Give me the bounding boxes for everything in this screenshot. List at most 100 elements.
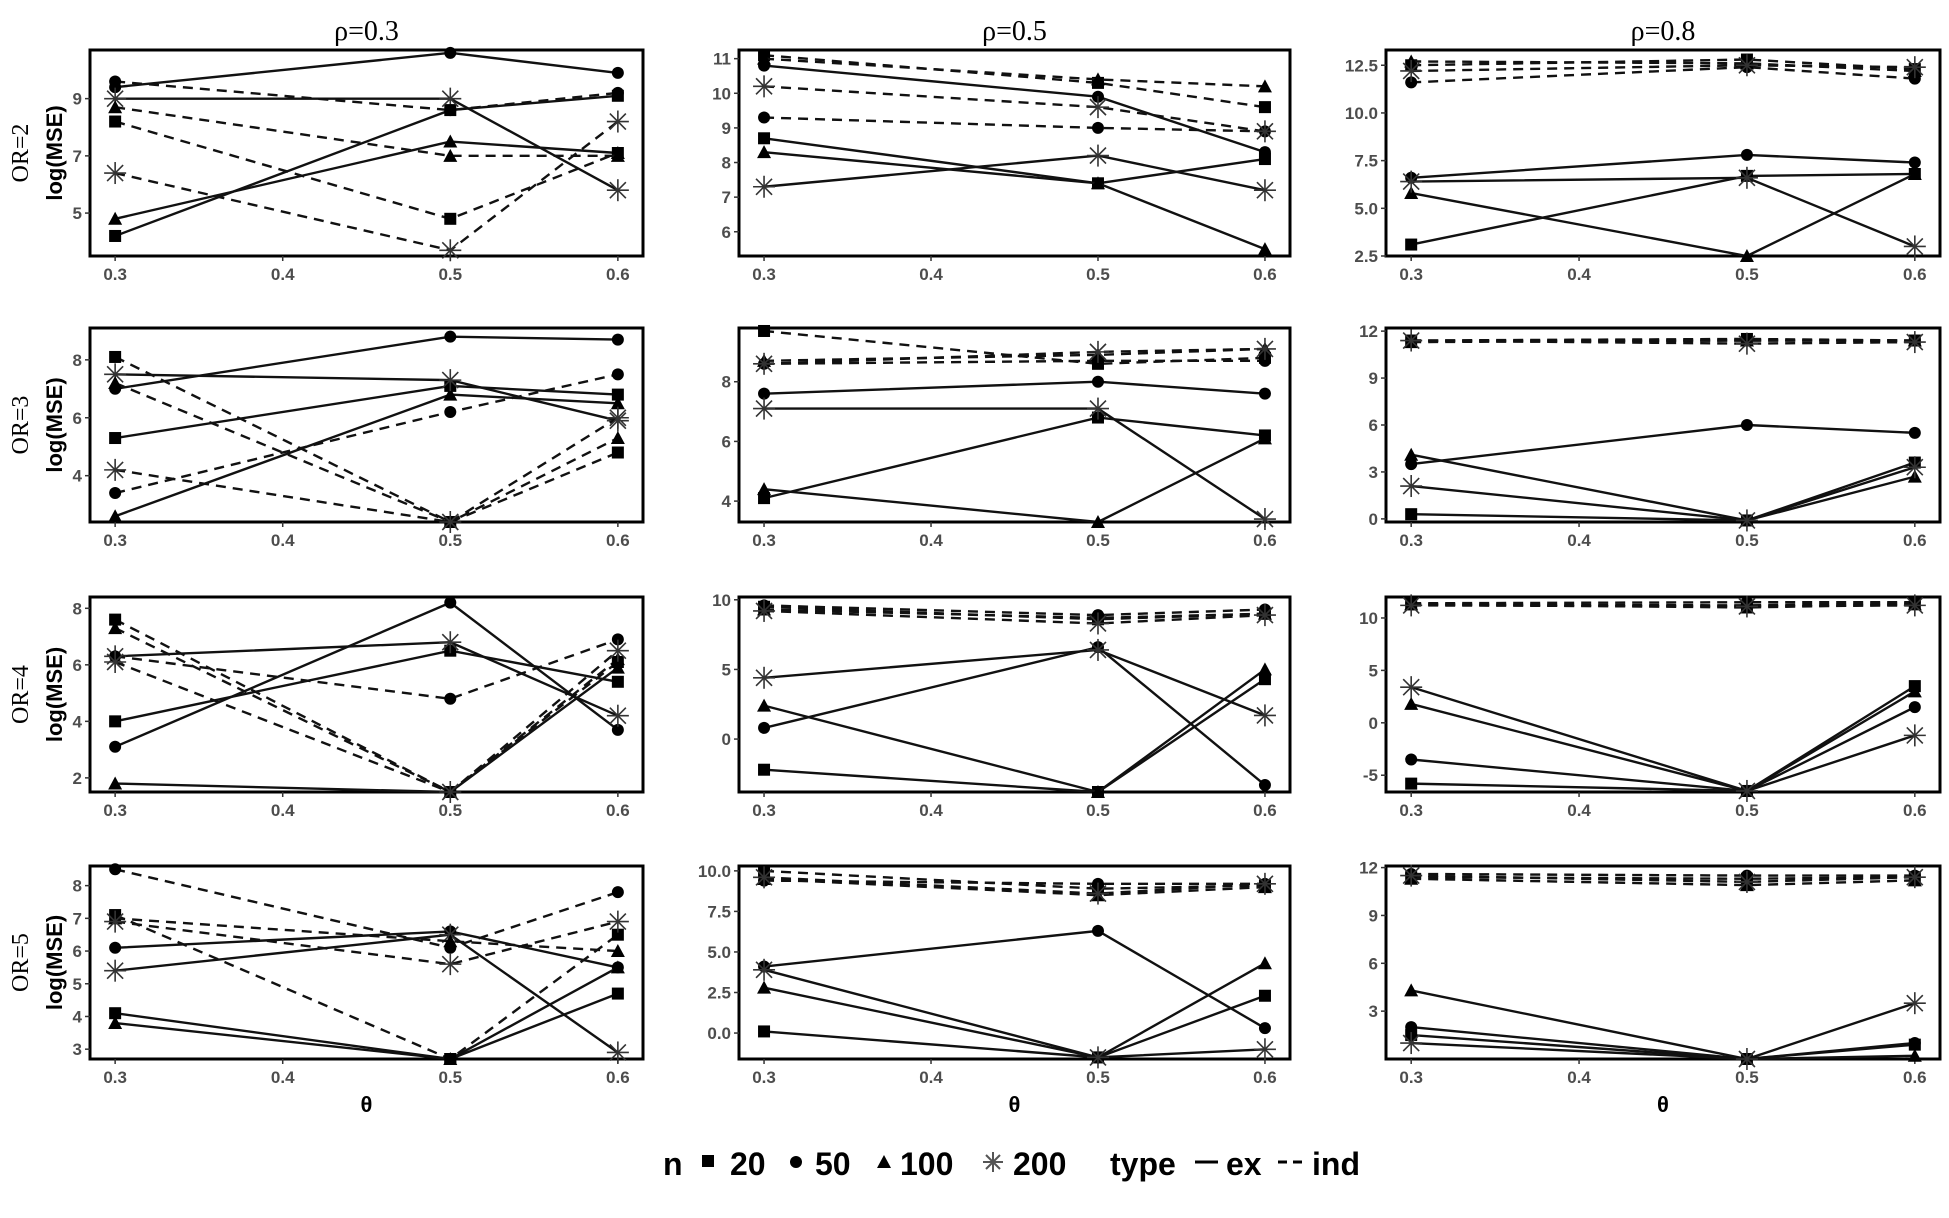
y-tick-label: 10.0 xyxy=(698,862,731,881)
x-tick-label: 0.6 xyxy=(606,265,630,284)
asterisk-stroke xyxy=(1738,1050,1756,1068)
series-n100-ex xyxy=(757,145,1272,256)
asterisk-marker xyxy=(1735,595,1758,618)
series-n50-ex xyxy=(758,375,1271,400)
triangle-marker xyxy=(108,509,123,523)
circle-marker xyxy=(758,387,771,400)
square-marker xyxy=(109,613,122,626)
panel-frame xyxy=(1384,864,1942,1061)
x-tick-label: 0.6 xyxy=(1903,801,1927,820)
column-title: ρ=0.5 xyxy=(982,16,1047,47)
panel-r2-c0: 0.3 0.4 0.5 0.6 2 4 6 8 xyxy=(73,595,645,820)
triangle-marker xyxy=(757,145,772,159)
asterisk-stroke xyxy=(1256,122,1274,140)
y-tick-label: 5 xyxy=(73,204,82,223)
asterisk-marker xyxy=(753,599,776,622)
asterisk-stroke xyxy=(1906,596,1924,614)
series-n200-ex xyxy=(1400,166,1926,258)
x-tick-label: 0.3 xyxy=(1399,1068,1423,1087)
y-tick-label: 3 xyxy=(1369,463,1378,482)
panel-r3-c0: 0.3 0.4 0.5 0.6 3 4 5 6 7 8 xyxy=(73,863,645,1087)
asterisk-stroke xyxy=(1906,868,1924,886)
asterisk-marker xyxy=(1253,704,1276,727)
asterisk-marker xyxy=(753,175,776,198)
x-tick-label: 0.4 xyxy=(1567,265,1591,284)
circle-marker xyxy=(611,633,624,646)
legend-n-20: 20 xyxy=(730,1146,766,1182)
x-tick-label: 0.6 xyxy=(1903,265,1927,284)
asterisk-stroke xyxy=(1402,1034,1420,1052)
square-marker xyxy=(1258,673,1271,686)
y-axis-label: log(MSE) xyxy=(42,105,67,200)
asterisk-stroke xyxy=(1906,58,1924,76)
series-line xyxy=(115,80,618,112)
series-n200-ind xyxy=(104,406,629,533)
asterisk-marker xyxy=(1735,1048,1758,1070)
circle-marker xyxy=(611,333,624,346)
square-marker xyxy=(758,1025,771,1038)
triangle-marker xyxy=(757,482,772,496)
circle-marker xyxy=(1740,148,1753,161)
asterisk-stroke xyxy=(1089,400,1107,418)
y-tick-label: 6 xyxy=(73,656,82,675)
asterisk-stroke xyxy=(1906,458,1924,476)
triangle-marker xyxy=(108,621,123,635)
y-tick-label: 2.5 xyxy=(707,984,731,1003)
y-tick-label: 7 xyxy=(722,188,731,207)
series-n200-ind xyxy=(104,910,629,976)
x-tick-label: 0.6 xyxy=(1253,1068,1277,1087)
triangle-marker xyxy=(1090,515,1105,528)
circle-marker xyxy=(1405,76,1418,89)
circle-marker xyxy=(444,596,457,609)
asterisk-stroke xyxy=(1256,875,1274,893)
circle-marker xyxy=(1908,426,1921,439)
panel-r0-c2: 0.3 0.4 0.5 0.6 2.5 5.0 7.5 10.0 12.5 xyxy=(1345,48,1942,284)
legend-square-marker xyxy=(702,1155,714,1167)
series-n200-ex xyxy=(753,397,1276,531)
asterisk-stroke xyxy=(106,913,124,931)
legend-n-title: n xyxy=(663,1146,683,1182)
asterisk-marker xyxy=(753,75,776,98)
series-line xyxy=(764,604,1265,617)
legend: n 20 50 100 200 type ex ind xyxy=(663,1146,1360,1182)
y-tick-label: 7.5 xyxy=(707,902,731,921)
triangle-marker xyxy=(1739,249,1754,262)
series-n200-ind xyxy=(1400,594,1926,618)
triangle-marker xyxy=(1257,79,1272,93)
x-tick-label: 0.3 xyxy=(1399,801,1423,820)
circle-marker xyxy=(444,692,457,705)
x-tick-label: 0.3 xyxy=(752,531,776,550)
asterisk-marker xyxy=(439,239,462,262)
asterisk-marker xyxy=(1253,120,1276,143)
asterisk-stroke xyxy=(106,365,124,383)
series-line xyxy=(1411,877,1915,887)
series-n200-ind xyxy=(753,337,1276,375)
asterisk-stroke xyxy=(755,669,773,687)
asterisk-stroke xyxy=(609,112,627,131)
panel-r1-c2: 0.3 0.4 0.5 0.6 0 3 6 9 12 xyxy=(1359,322,1942,550)
asterisk-stroke xyxy=(1256,1040,1274,1058)
asterisk-stroke xyxy=(755,355,773,373)
x-tick-label: 0.3 xyxy=(752,265,776,284)
x-tick-label: 0.5 xyxy=(1086,265,1110,284)
y-tick-label: 3 xyxy=(73,1040,82,1059)
triangle-marker xyxy=(108,211,123,225)
x-tick-label: 0.6 xyxy=(606,801,630,820)
y-tick-label: 7 xyxy=(73,147,82,166)
x-tick-label: 0.6 xyxy=(1253,531,1277,550)
asterisk-stroke xyxy=(1402,867,1420,885)
x-tick-label: 0.3 xyxy=(752,1068,776,1087)
circle-marker xyxy=(1091,121,1104,134)
panel-frame xyxy=(737,864,1292,1061)
asterisk-stroke xyxy=(441,241,459,259)
asterisk-marker xyxy=(1400,676,1423,699)
series-line xyxy=(763,85,1266,133)
asterisk-marker xyxy=(1903,866,1926,889)
asterisk-marker xyxy=(1903,331,1926,354)
square-marker xyxy=(1405,508,1418,521)
asterisk-stroke xyxy=(609,707,627,725)
x-tick-label: 0.3 xyxy=(103,1068,127,1087)
x-tick-label: 0.3 xyxy=(1399,531,1423,550)
panel-frame xyxy=(737,595,1292,794)
y-tick-label: 11 xyxy=(713,50,731,69)
